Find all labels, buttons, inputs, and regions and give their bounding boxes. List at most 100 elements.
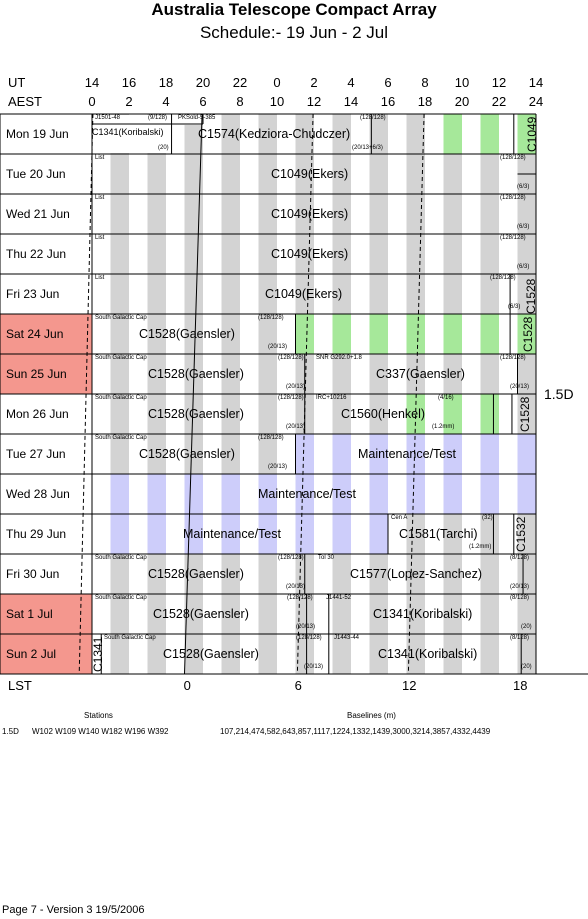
lst-line <box>184 113 203 675</box>
time-band <box>406 314 425 354</box>
time-band <box>332 314 351 354</box>
vertical-project-label: C1049 <box>525 116 539 152</box>
time-band <box>110 594 129 634</box>
time-band <box>480 194 499 234</box>
project-label: C1049(Ekers) <box>271 167 349 181</box>
aest-tick-label: 6 <box>199 94 207 109</box>
ut-tick-label: 22 <box>232 75 248 90</box>
time-band <box>184 234 203 274</box>
time-band <box>406 434 425 474</box>
project-label: C1581(Tarchi) <box>399 527 478 541</box>
project-label: C1560(Henkel) <box>341 407 426 421</box>
bandwidth-label: (128/128) <box>278 395 304 401</box>
lst-dash-line <box>407 113 425 675</box>
time-band <box>369 394 388 434</box>
aest-tick-label: 10 <box>269 94 285 109</box>
bandwidth-label: (128/128) <box>287 595 313 601</box>
time-band <box>443 394 462 434</box>
time-band <box>443 514 462 554</box>
time-band <box>443 434 462 474</box>
time-band <box>517 474 536 514</box>
time-band <box>295 594 314 634</box>
time-band <box>147 154 166 194</box>
time-band <box>147 234 166 274</box>
time-band <box>258 554 277 594</box>
time-band <box>258 274 277 314</box>
weekend-cell <box>0 594 92 634</box>
time-band <box>517 194 536 234</box>
bandwidth-label: (128/128) <box>278 355 304 361</box>
time-band <box>295 634 314 674</box>
time-band <box>332 514 351 554</box>
bandwidth-label: (6/3) <box>508 304 521 310</box>
weekend-cell <box>0 354 92 394</box>
day-label: Sun 25 Jun <box>6 367 67 381</box>
bandwidth-label: (20) <box>521 624 532 630</box>
day-label: Mon 26 Jun <box>6 407 69 421</box>
time-band <box>258 634 277 674</box>
time-band <box>369 354 388 394</box>
source-label: PKSold-5-385 <box>178 115 216 121</box>
project-label: C1341(Koribalski) <box>378 647 478 661</box>
time-band <box>406 154 425 194</box>
time-band <box>184 474 203 514</box>
time-band <box>369 274 388 314</box>
time-band <box>443 594 462 634</box>
source-label: South Galactic Cap <box>95 595 147 601</box>
baselines-label: Baselines (m) <box>347 711 396 720</box>
time-band <box>369 594 388 634</box>
time-band <box>147 354 166 394</box>
bandwidth-label: (20/13) <box>304 664 324 670</box>
bandwidth-label: (8/128) <box>510 635 530 641</box>
time-band <box>480 554 499 594</box>
time-band <box>443 154 462 194</box>
ut-tick-label: 14 <box>528 75 544 90</box>
source-label: J1501-48 <box>95 115 121 121</box>
time-band <box>221 114 240 154</box>
config-label: 1.5D <box>544 386 574 402</box>
bandwidth-label: (128/128) <box>500 195 526 201</box>
project-label: C1049(Ekers) <box>265 287 343 301</box>
time-band <box>258 114 277 154</box>
time-band <box>147 594 166 634</box>
day-label: Tue 27 Jun <box>6 447 66 461</box>
time-band <box>295 514 314 554</box>
project-label: C1341(Koribalski) <box>373 607 473 621</box>
bandwidth-label: (20/13) <box>268 344 288 350</box>
bandwidth-label: (6/3) <box>517 264 530 270</box>
vertical-project-label: C1528 <box>524 278 538 314</box>
time-band <box>332 554 351 594</box>
time-band <box>369 554 388 594</box>
time-band <box>443 194 462 234</box>
time-band <box>110 434 129 474</box>
lst-tick-label: 12 <box>402 678 417 693</box>
day-label: Sun 2 Jul <box>6 647 57 661</box>
time-band <box>443 354 462 394</box>
day-label: Mon 19 Jun <box>6 127 69 141</box>
time-band <box>184 634 203 674</box>
project-label: C1049(Ekers) <box>271 207 349 221</box>
project-label: C1049(Ekers) <box>271 247 349 261</box>
time-band <box>443 114 462 154</box>
project-label: C1528(Gaensler) <box>148 367 244 381</box>
time-band <box>332 474 351 514</box>
time-band <box>184 554 203 594</box>
ut-tick-label: 0 <box>273 75 281 90</box>
time-band <box>517 594 536 634</box>
time-band <box>406 114 425 154</box>
time-band <box>480 234 499 274</box>
time-band <box>147 474 166 514</box>
time-band <box>221 634 240 674</box>
time-band <box>480 474 499 514</box>
project-label: C1528(Gaensler) <box>139 447 235 461</box>
stations-label: Stations <box>84 711 113 720</box>
time-band <box>443 554 462 594</box>
ut-tick-label: 2 <box>310 75 318 90</box>
bandwidth-label: (20/13+6/3) <box>352 145 383 151</box>
project-label: C1341(Koribalski) <box>92 127 164 137</box>
time-band <box>258 234 277 274</box>
time-band <box>110 394 129 434</box>
time-band <box>517 314 536 354</box>
day-label: Wed 21 Jun <box>6 207 70 221</box>
